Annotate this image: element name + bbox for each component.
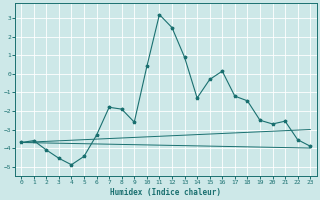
X-axis label: Humidex (Indice chaleur): Humidex (Indice chaleur)	[110, 188, 221, 197]
